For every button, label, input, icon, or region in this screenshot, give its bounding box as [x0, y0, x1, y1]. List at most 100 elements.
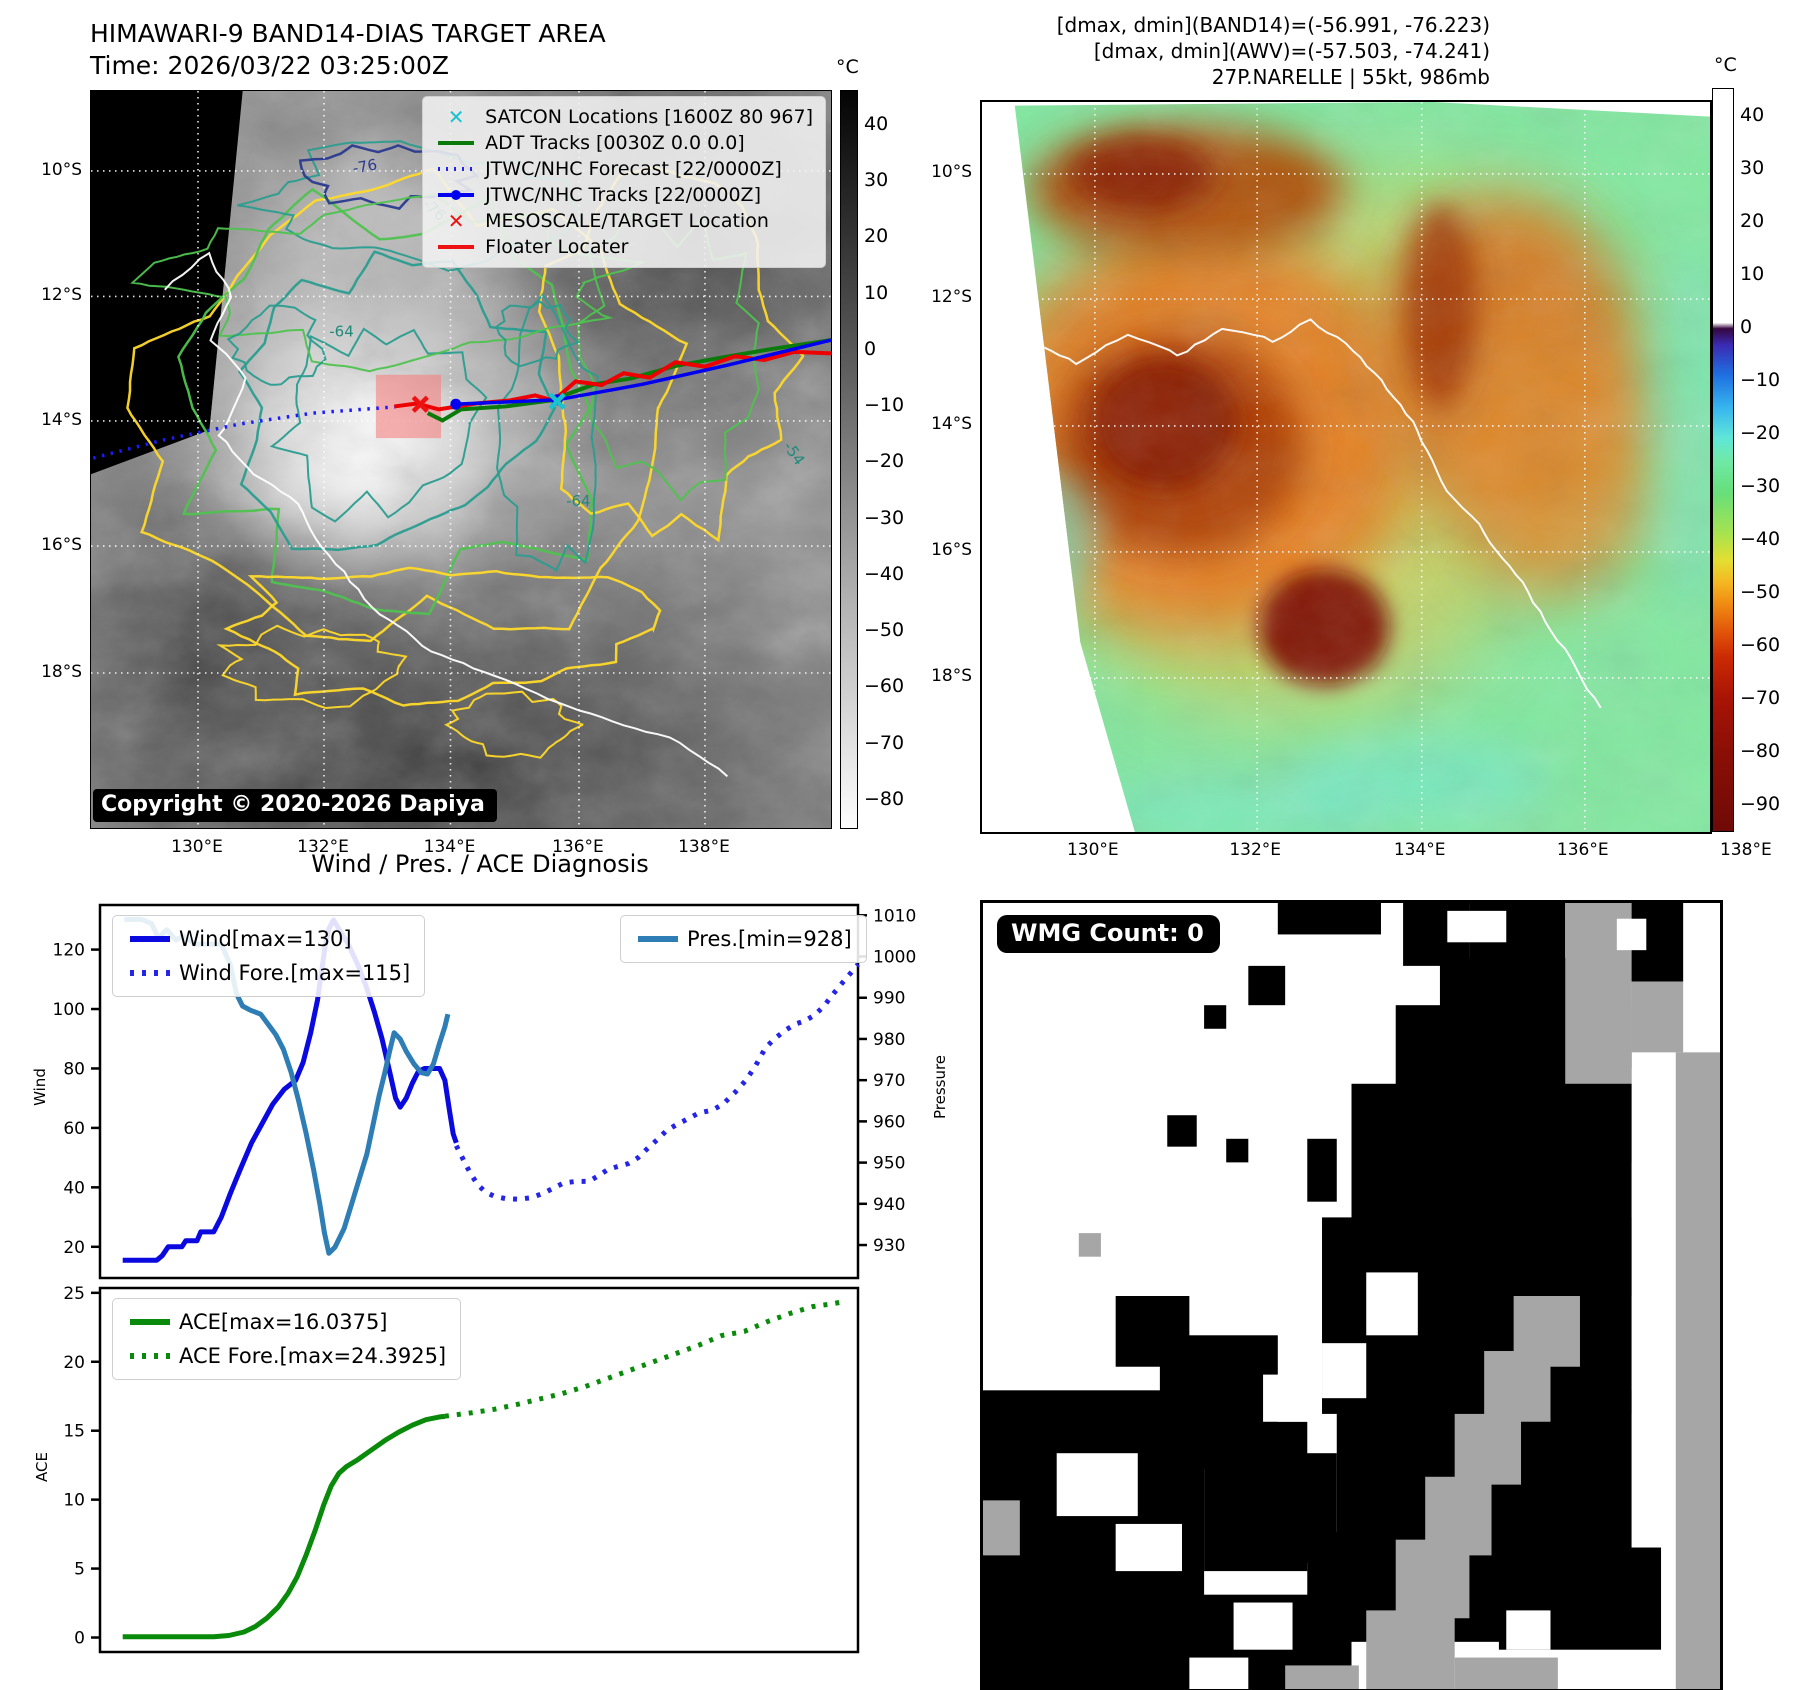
wmg-panel: WMG Count: 0	[980, 900, 1723, 1690]
ace-axis-label: ACE	[33, 1452, 51, 1482]
lat-tick-label: 10°S	[931, 161, 972, 182]
contour-value-label: -64	[566, 492, 591, 510]
colorbar-tick-label: −90	[1740, 792, 1781, 815]
awv-info-block: [dmax, dmin](BAND14)=(-56.991, -76.223) …	[900, 12, 1490, 90]
dotted-line-legend-marker	[127, 1351, 173, 1361]
wind-legend: Wind[max=130] Wind Fore.[max=115]	[112, 915, 426, 997]
legend-label: JTWC/NHC Forecast [22/0000Z]	[485, 158, 782, 180]
colorbar-tick-label: 10	[1740, 262, 1765, 285]
y2-tick-label: 980	[873, 1030, 905, 1050]
line-legend-marker	[433, 136, 479, 150]
y-tick-label: 20	[63, 1353, 85, 1373]
x-legend-marker: ✕	[433, 211, 479, 231]
solid-line-legend-marker	[127, 934, 173, 944]
colorbar-tick-label: −10	[1740, 368, 1781, 391]
legend-entry: ✕ MESOSCALE/TARGET Location	[433, 208, 813, 234]
lat-tick-label: 14°S	[41, 409, 82, 430]
legend-entry: JTWC/NHC Tracks [22/0000Z]	[433, 182, 813, 208]
y-tick-label: 25	[63, 1284, 85, 1304]
legend-label: ACE[max=16.0375]	[179, 1310, 388, 1334]
contour-value-label: -76	[351, 156, 378, 178]
lat-tick-label: 10°S	[41, 159, 82, 180]
colorbar-tick-label: −70	[1740, 686, 1781, 709]
y2-tick-label: 930	[873, 1236, 905, 1256]
lat-tick-label: 18°S	[931, 665, 972, 686]
awv-map	[980, 100, 1712, 834]
lon-tick-label: 130°E	[171, 837, 223, 857]
ace-legend: ACE[max=16.0375] ACE Fore.[max=24.3925]	[112, 1298, 462, 1380]
line-legend-marker	[433, 240, 479, 254]
x-legend-marker: ✕	[433, 107, 479, 127]
awv-colorbar-title: °C	[1714, 54, 1737, 76]
legend-label: Floater Locater	[485, 236, 629, 258]
ace-chart: 0 5 10 15 20 25	[30, 1274, 938, 1668]
lon-tick-label: 134°E	[423, 837, 476, 857]
legend-label: Pres.[min=928]	[687, 927, 852, 951]
legend-entry: ACE[max=16.0375]	[127, 1305, 446, 1339]
lat-tick-label: 12°S	[931, 287, 972, 308]
band14-map: -76-76-64-64-54 ✕SATCON Locations [1600Z…	[90, 90, 832, 829]
x-icon: ✕	[447, 105, 465, 129]
colorbar-tick-label: 0	[864, 337, 877, 360]
band14-title: HIMAWARI-9 BAND14-DIAS TARGET AREA	[90, 19, 606, 48]
colorbar-tick-label: 0	[1740, 315, 1753, 338]
colorbar-tick-label: −80	[1740, 739, 1781, 762]
y-tick-label: 100	[53, 1000, 85, 1020]
legend-label: Wind Fore.[max=115]	[179, 961, 411, 985]
lon-tick-label: 136°E	[1556, 840, 1609, 860]
y2-tick-label: 940	[873, 1195, 905, 1215]
colorbar-tick-label: 40	[864, 112, 889, 135]
colorbar-tick-label: 40	[1740, 103, 1765, 126]
solid-line-legend-marker	[127, 1317, 173, 1327]
legend-label: SATCON Locations [1600Z 80 967]	[485, 106, 813, 128]
legend-label: JTWC/NHC Tracks [22/0000Z]	[485, 184, 761, 206]
legend-entry: JTWC/NHC Forecast [22/0000Z]	[433, 156, 813, 182]
y-tick-label: 0	[74, 1629, 85, 1649]
dotted-line-legend-marker	[127, 968, 173, 978]
band14-time: Time: 2026/03/22 03:25:00Z	[90, 51, 449, 80]
colorbar-tick-label: 10	[864, 281, 889, 304]
band14-title-block: HIMAWARI-9 BAND14-DIAS TARGET AREA Time:…	[90, 18, 606, 82]
dmax-dmin-band14: [dmax, dmin](BAND14)=(-56.991, -76.223)	[1056, 13, 1490, 37]
legend-label: MESOSCALE/TARGET Location	[485, 210, 769, 232]
wmg-count-badge: WMG Count: 0	[997, 915, 1220, 953]
colorbar-tick-label: −60	[1740, 633, 1781, 656]
colorbar-tick-label: 20	[864, 225, 889, 248]
y2-tick-label: 990	[873, 989, 905, 1009]
line-dot-legend-marker	[433, 188, 479, 202]
legend-entry: Wind[max=130]	[127, 922, 410, 956]
y2-tick-label: 970	[873, 1071, 905, 1091]
lon-tick-label: 138°E	[1719, 840, 1772, 860]
lon-tick-label: 134°E	[1393, 840, 1446, 860]
colorbar-tick-label: −40	[864, 562, 905, 585]
solid-line-legend-marker	[635, 934, 681, 944]
band14-colorbar-title: °C	[836, 56, 859, 78]
y-tick-label: 60	[63, 1119, 85, 1139]
lat-tick-label: 12°S	[41, 285, 82, 306]
colorbar-tick-label: −30	[1740, 474, 1781, 497]
copyright-badge: Copyright © 2020-2026 Dapiya	[93, 789, 497, 822]
y-tick-label: 10	[63, 1491, 85, 1511]
contour-value-label: -64	[329, 322, 354, 340]
lon-tick-label: 132°E	[1229, 840, 1282, 860]
colorbar-tick-label: 20	[1740, 209, 1765, 232]
colorbar-tick-label: −40	[1740, 527, 1781, 550]
colorbar-tick-label: −50	[1740, 580, 1781, 603]
colorbar-tick-label: 30	[1740, 156, 1765, 179]
colorbar-tick-label: −30	[864, 506, 905, 529]
lon-tick-label: 132°E	[297, 837, 349, 857]
pressure-axis-label: Pressure	[931, 1054, 949, 1120]
legend-label: ADT Tracks [0030Z 0.0 0.0]	[485, 132, 745, 154]
band14-colorbar	[840, 90, 858, 829]
dmax-dmin-awv: [dmax, dmin](AWV)=(-57.503, -74.241)	[1093, 39, 1490, 63]
colorbar-tick-label: −70	[864, 731, 905, 754]
colorbar-tick-label: −50	[864, 619, 905, 642]
y-tick-label: 120	[53, 941, 85, 961]
colorbar-tick-label: −20	[864, 450, 905, 473]
legend-label: Wind[max=130]	[179, 927, 352, 951]
x-icon: ✕	[447, 209, 465, 233]
wind-axis-label: Wind	[31, 1068, 49, 1106]
y2-tick-label: 960	[873, 1112, 905, 1132]
y2-tick-label: 950	[873, 1154, 905, 1174]
